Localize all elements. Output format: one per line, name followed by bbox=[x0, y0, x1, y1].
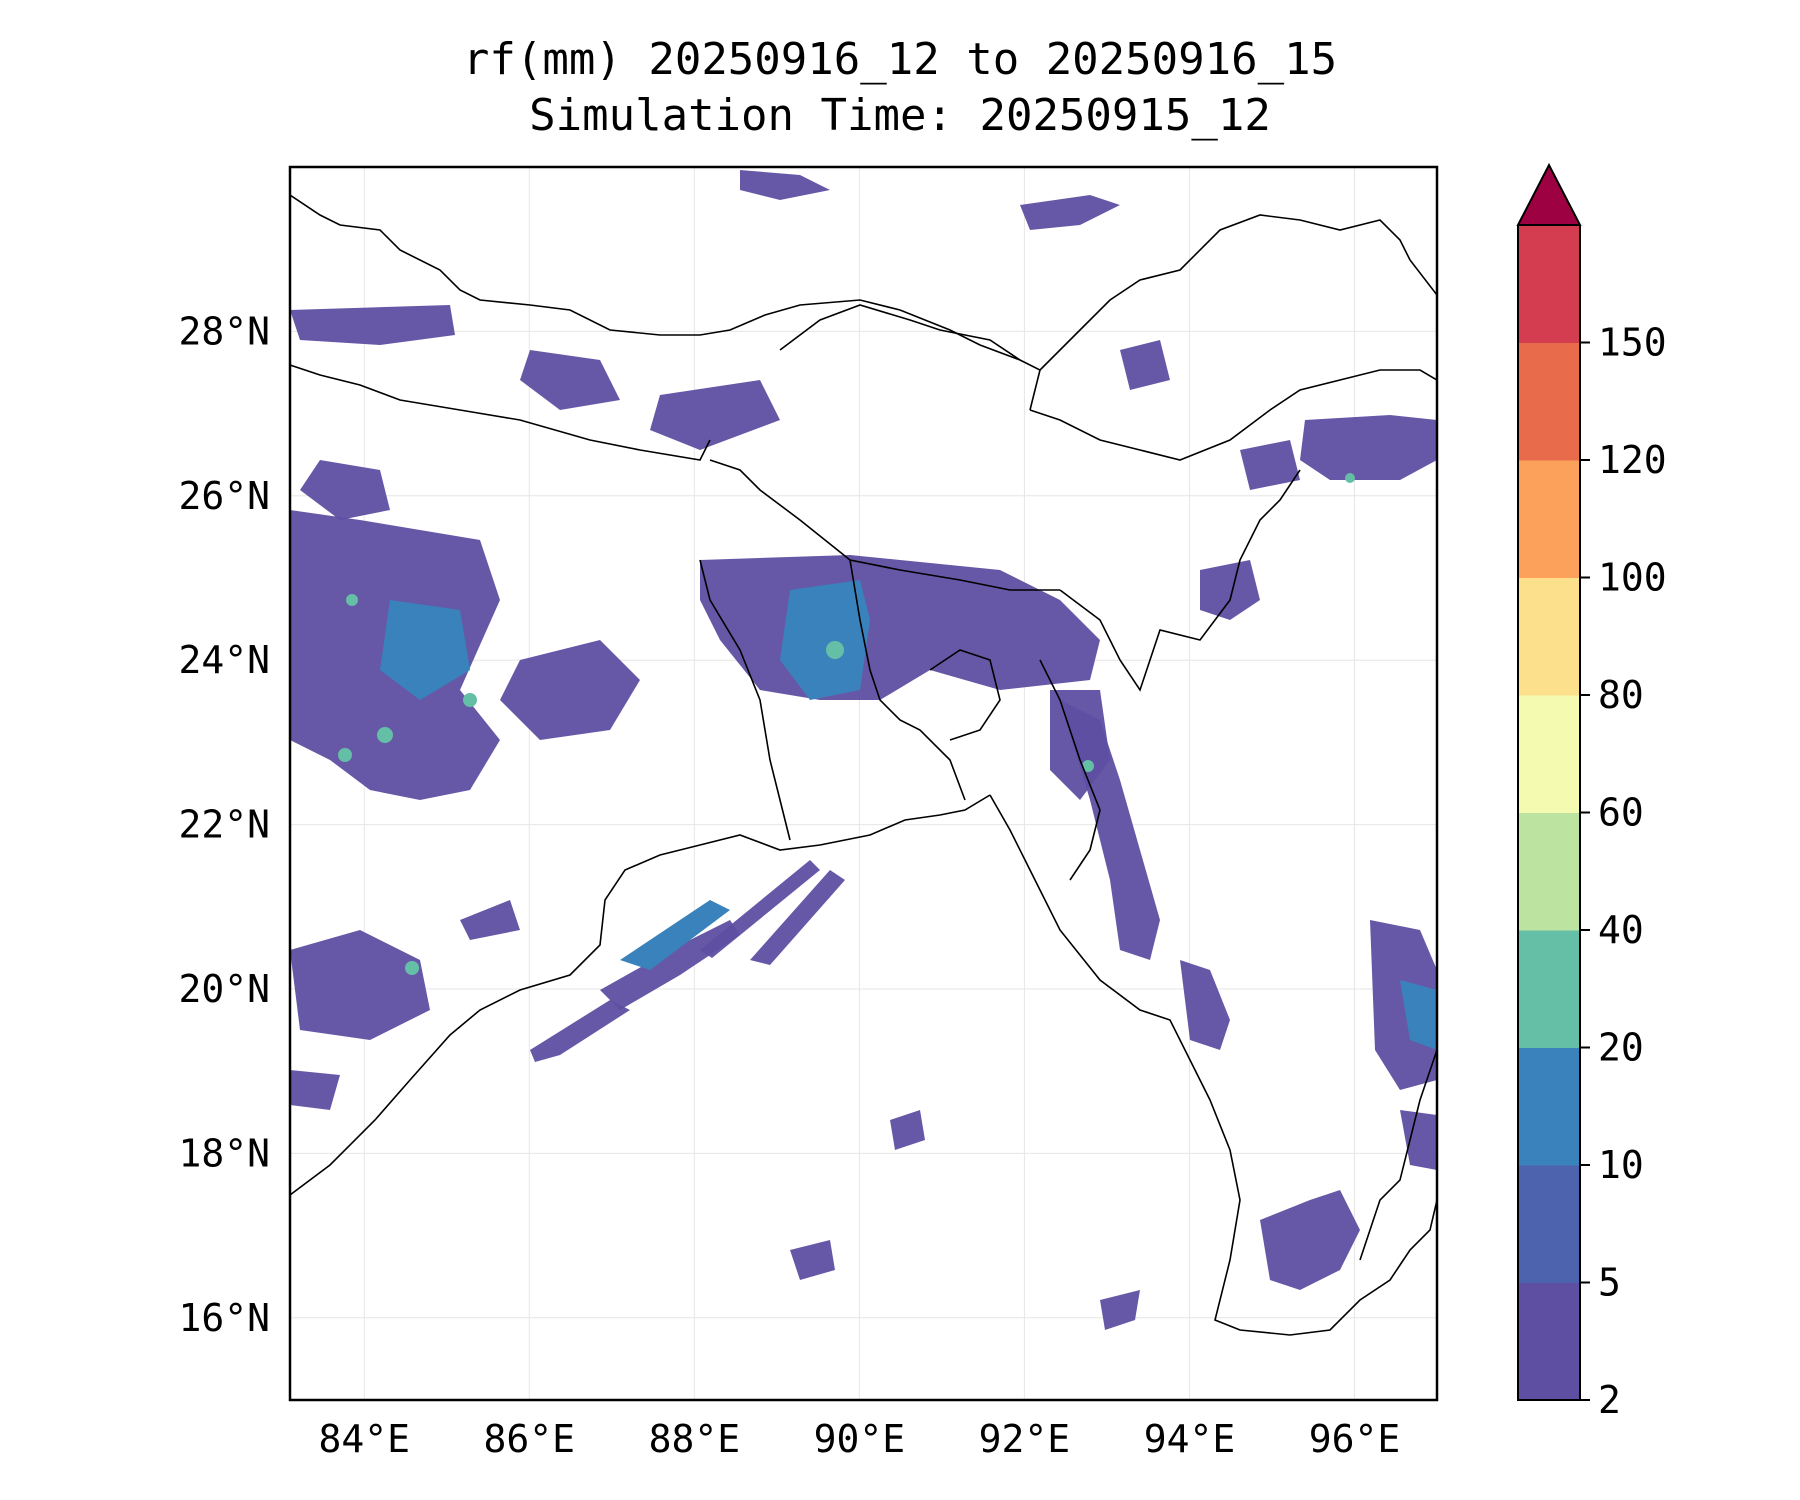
rain-patch bbox=[290, 930, 430, 1040]
lat-tick-label: 16°N bbox=[178, 1296, 270, 1340]
rain-patch bbox=[780, 580, 870, 700]
rain-patch bbox=[1120, 340, 1170, 390]
rainfall-10-20mm bbox=[380, 580, 1437, 1050]
rain-peak bbox=[346, 594, 358, 606]
rain-patch bbox=[460, 900, 520, 940]
colorbar-block bbox=[1518, 577, 1580, 696]
rain-patch bbox=[700, 860, 820, 958]
lon-tick-label: 88°E bbox=[649, 1417, 741, 1461]
rain-patch bbox=[1100, 1290, 1140, 1330]
rain-patch bbox=[1240, 440, 1300, 490]
colorbar-tick-label: 120 bbox=[1598, 438, 1667, 482]
colorbar-block bbox=[1518, 812, 1580, 931]
rain-patch bbox=[500, 640, 640, 740]
border-arunachal-assam bbox=[1029, 369, 1437, 461]
lon-tick-label: 96°E bbox=[1309, 1417, 1401, 1461]
rain-patch bbox=[290, 1070, 340, 1110]
rain-patch bbox=[600, 920, 740, 1010]
rain-patch bbox=[1200, 560, 1260, 620]
rain-patch bbox=[1180, 960, 1230, 1050]
colorbar-block bbox=[1518, 460, 1580, 578]
rain-patch bbox=[290, 305, 455, 345]
coastlines-and-borders bbox=[290, 194, 1437, 1336]
colorbar-block bbox=[1518, 1282, 1580, 1401]
rain-patch bbox=[790, 1240, 835, 1280]
rain-patch bbox=[1300, 415, 1437, 480]
colorbar-tick-label: 60 bbox=[1598, 791, 1644, 835]
border-bangladesh-east bbox=[849, 559, 966, 801]
rain-patch bbox=[1260, 1190, 1360, 1290]
lon-tick-label: 90°E bbox=[814, 1417, 906, 1461]
lon-tick-label: 92°E bbox=[979, 1417, 1071, 1461]
rain-peak bbox=[463, 693, 477, 707]
rain-patch bbox=[300, 460, 390, 520]
colorbar-tick-label: 100 bbox=[1598, 556, 1667, 600]
coastline-bangladesh bbox=[699, 794, 991, 851]
colorbar-tick-label: 20 bbox=[1598, 1026, 1644, 1070]
title-line-2: Simulation Time: 20250915_12 bbox=[529, 90, 1271, 141]
border-bhutan bbox=[779, 304, 1021, 361]
coastline-myanmar bbox=[989, 794, 1437, 1336]
lat-tick-label: 22°N bbox=[178, 803, 270, 847]
axis-ticks: 84°E 86°E 88°E 90°E 92°E 94°E 96°E 16°N 18°N 20°N… bbox=[178, 309, 1400, 1461]
colorbar-tick-label: 150 bbox=[1598, 321, 1667, 365]
colorbar-tick-label: 10 bbox=[1598, 1143, 1644, 1187]
border-myanmar-india bbox=[1059, 469, 1301, 692]
rain-patch bbox=[1400, 980, 1437, 1050]
rain-patch bbox=[740, 170, 830, 200]
rain-patch bbox=[890, 1110, 925, 1150]
border-nepal bbox=[290, 194, 1041, 411]
lat-tick-label: 26°N bbox=[178, 474, 270, 518]
colorbar-block bbox=[1518, 225, 1580, 343]
rain-peak bbox=[826, 641, 844, 659]
lat-tick-label: 18°N bbox=[178, 1131, 270, 1175]
colorbar-block bbox=[1518, 930, 1580, 1048]
border-bangladesh-west bbox=[699, 559, 791, 841]
rain-patch bbox=[520, 350, 620, 410]
rain-patch bbox=[1020, 195, 1120, 230]
coastline-india-east bbox=[290, 844, 701, 1196]
title-line-1: rf(mm) 20250916_12 to 20250916_15 bbox=[462, 34, 1338, 85]
rainfall-20-40mm bbox=[338, 473, 1355, 975]
border-mizoram bbox=[1039, 659, 1101, 881]
rain-patch bbox=[530, 1000, 630, 1062]
colorbar-block bbox=[1518, 1165, 1580, 1283]
rain-peak bbox=[1082, 760, 1094, 772]
map-frame bbox=[288, 165, 1439, 1402]
colorbar-ticks: 2 5 10 20 40 60 80 100 120 150 bbox=[1580, 321, 1667, 1422]
rainfall-field bbox=[290, 170, 1437, 1330]
colorbar-tick-label: 5 bbox=[1598, 1261, 1621, 1305]
colorbar-blocks bbox=[1516, 162, 1582, 1401]
colorbar-tick-label: 2 bbox=[1598, 1378, 1621, 1422]
rain-peak bbox=[338, 748, 352, 762]
lat-tick-label: 28°N bbox=[178, 309, 270, 353]
colorbar-tick-label: 40 bbox=[1598, 908, 1644, 952]
rain-peak bbox=[1345, 473, 1355, 483]
colorbar-extend-arrow bbox=[1516, 162, 1582, 226]
colorbar-block bbox=[1518, 342, 1580, 461]
lon-tick-label: 84°E bbox=[319, 1417, 411, 1461]
colorbar-block bbox=[1518, 1047, 1580, 1166]
rain-patch bbox=[1400, 1110, 1437, 1170]
rain-patch bbox=[1370, 920, 1437, 1090]
lon-tick-label: 86°E bbox=[484, 1417, 576, 1461]
colorbar-tick-label: 80 bbox=[1598, 673, 1644, 717]
colorbar-block bbox=[1518, 695, 1580, 813]
border-tibet-arunachal bbox=[1039, 214, 1437, 371]
rain-patch bbox=[650, 380, 780, 450]
lat-tick-label: 24°N bbox=[178, 638, 270, 682]
rain-patch bbox=[620, 900, 730, 970]
border-tripura bbox=[929, 649, 1001, 741]
lat-tick-label: 20°N bbox=[178, 967, 270, 1011]
rain-peak bbox=[405, 961, 419, 975]
lon-tick-label: 94°E bbox=[1144, 1417, 1236, 1461]
border-myanmar-thai bbox=[1359, 1049, 1437, 1261]
rain-peak bbox=[377, 727, 393, 743]
rain-patch bbox=[380, 600, 470, 700]
rain-patch bbox=[750, 870, 845, 965]
border-nepal-south bbox=[290, 364, 711, 461]
